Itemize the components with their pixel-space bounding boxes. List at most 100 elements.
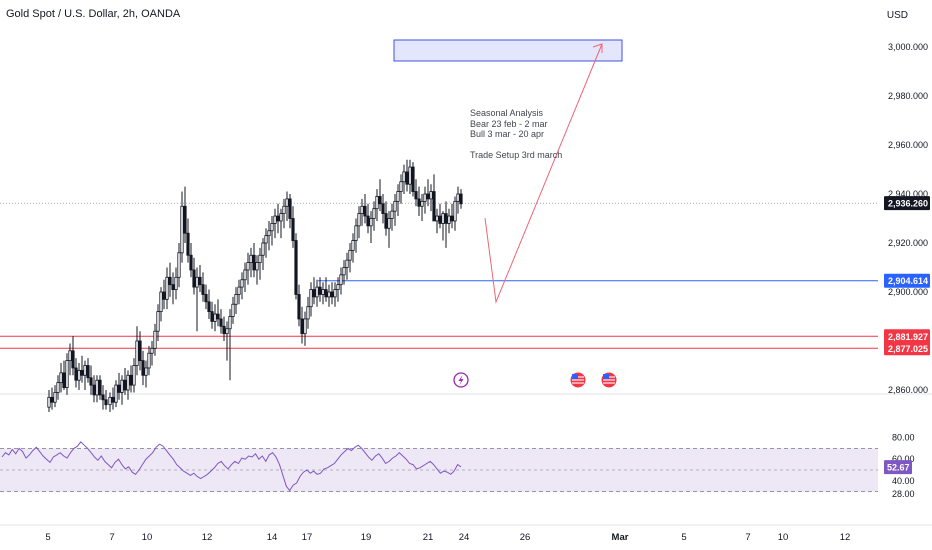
candle-down — [312, 289, 316, 298]
candle-down — [222, 325, 226, 335]
price-label-text: 2,877.025 — [888, 344, 928, 354]
candle-up — [132, 365, 136, 386]
projection-path — [484, 43, 603, 304]
candle-down — [384, 213, 388, 229]
candle-down — [366, 215, 370, 227]
candle-down — [207, 301, 211, 312]
candle-up — [147, 352, 151, 369]
candle-up — [267, 230, 271, 237]
candle-up — [180, 205, 184, 254]
candle-down — [414, 191, 418, 200]
price-tick-label: 2,900.000 — [888, 287, 928, 297]
candle-up — [279, 213, 283, 222]
time-tick-label: 5 — [45, 532, 50, 543]
candle-up — [95, 379, 99, 396]
price-label-text: 2,881.927 — [888, 332, 928, 342]
candle-up — [77, 369, 81, 381]
candle-down — [288, 198, 292, 219]
candle-down — [98, 379, 102, 396]
candle-up — [309, 289, 313, 308]
candle-up — [282, 205, 286, 214]
candle-down — [294, 240, 298, 295]
candle-up — [321, 289, 325, 295]
rsi-value-text: 52.67 — [887, 463, 910, 473]
price-label-badge — [884, 329, 930, 344]
time-tick-label: 14 — [267, 532, 278, 543]
candle-down — [198, 276, 202, 286]
rsi-tick-label: 28.00 — [892, 489, 915, 499]
candle-up — [126, 374, 130, 391]
candle-down — [438, 215, 442, 224]
candle-down — [363, 205, 367, 217]
candle-up — [456, 193, 460, 202]
candle-up — [144, 367, 148, 376]
candle-up — [159, 291, 163, 313]
candles — [47, 159, 463, 413]
candle-up — [195, 276, 199, 288]
time-tick-label: 5 — [681, 532, 686, 543]
candle-down — [201, 284, 205, 295]
candle-up — [429, 191, 433, 200]
rsi-line — [1, 441, 462, 492]
chart-title: Gold Spot / U.S. Dollar, 2h, OANDA — [6, 8, 181, 20]
candle-up — [387, 218, 391, 229]
candle-up — [165, 276, 169, 300]
candle-up — [135, 340, 139, 366]
candle-up — [345, 259, 349, 268]
seasonal-annotation: Seasonal Analysis Bear 23 feb - 2 mar Bu… — [470, 108, 562, 160]
candle-up — [243, 269, 247, 281]
candle-down — [162, 291, 166, 300]
candle-up — [65, 360, 69, 388]
candle-up — [264, 235, 268, 244]
candle-up — [255, 262, 259, 271]
candle-up — [228, 316, 232, 330]
time-tick-label: 10 — [142, 532, 153, 543]
candle-up — [315, 286, 319, 298]
candle-down — [101, 394, 105, 401]
candle-down — [318, 286, 322, 295]
candle-up — [174, 276, 178, 290]
candle-down — [405, 171, 409, 185]
rsi-tick-label: 80.00 — [892, 433, 915, 443]
flag-canton — [572, 374, 578, 379]
candle-up — [240, 279, 244, 288]
candle-up — [261, 242, 265, 256]
candle-up — [285, 198, 289, 207]
candle-down — [129, 374, 133, 386]
candle-up — [420, 200, 424, 207]
candle-up — [231, 303, 235, 317]
candle-up — [53, 392, 57, 403]
candle-down — [216, 313, 220, 320]
candle-down — [204, 294, 208, 303]
candle-down — [324, 289, 328, 298]
candle-down — [123, 379, 127, 391]
time-tick-label: 17 — [302, 532, 313, 543]
candle-down — [444, 213, 448, 224]
candle-down — [450, 215, 454, 222]
candle-down — [104, 399, 108, 406]
candle-up — [447, 215, 451, 224]
candle-up — [150, 347, 154, 354]
time-tick-label: 7 — [109, 532, 114, 543]
time-tick-label: 12 — [202, 532, 213, 543]
price-label-badge — [884, 196, 930, 211]
candle-up — [249, 254, 253, 263]
candle-up — [393, 200, 397, 212]
lightning-bolt — [458, 375, 464, 385]
price-tick-label: 2,940.000 — [888, 189, 928, 199]
candle-down — [141, 360, 145, 376]
candle-down — [432, 191, 436, 222]
candle-up — [270, 222, 274, 232]
candle-up — [59, 372, 63, 384]
candle-down — [171, 284, 175, 290]
candle-up — [306, 306, 310, 320]
time-tick-label: Mar — [612, 532, 629, 543]
target-zone-box — [393, 39, 623, 62]
candle-up — [351, 240, 355, 251]
currency-label[interactable]: USD — [886, 10, 908, 21]
candle-down — [381, 203, 385, 215]
candle-down — [189, 254, 193, 271]
candle-up — [453, 200, 457, 222]
candle-down — [186, 232, 190, 256]
